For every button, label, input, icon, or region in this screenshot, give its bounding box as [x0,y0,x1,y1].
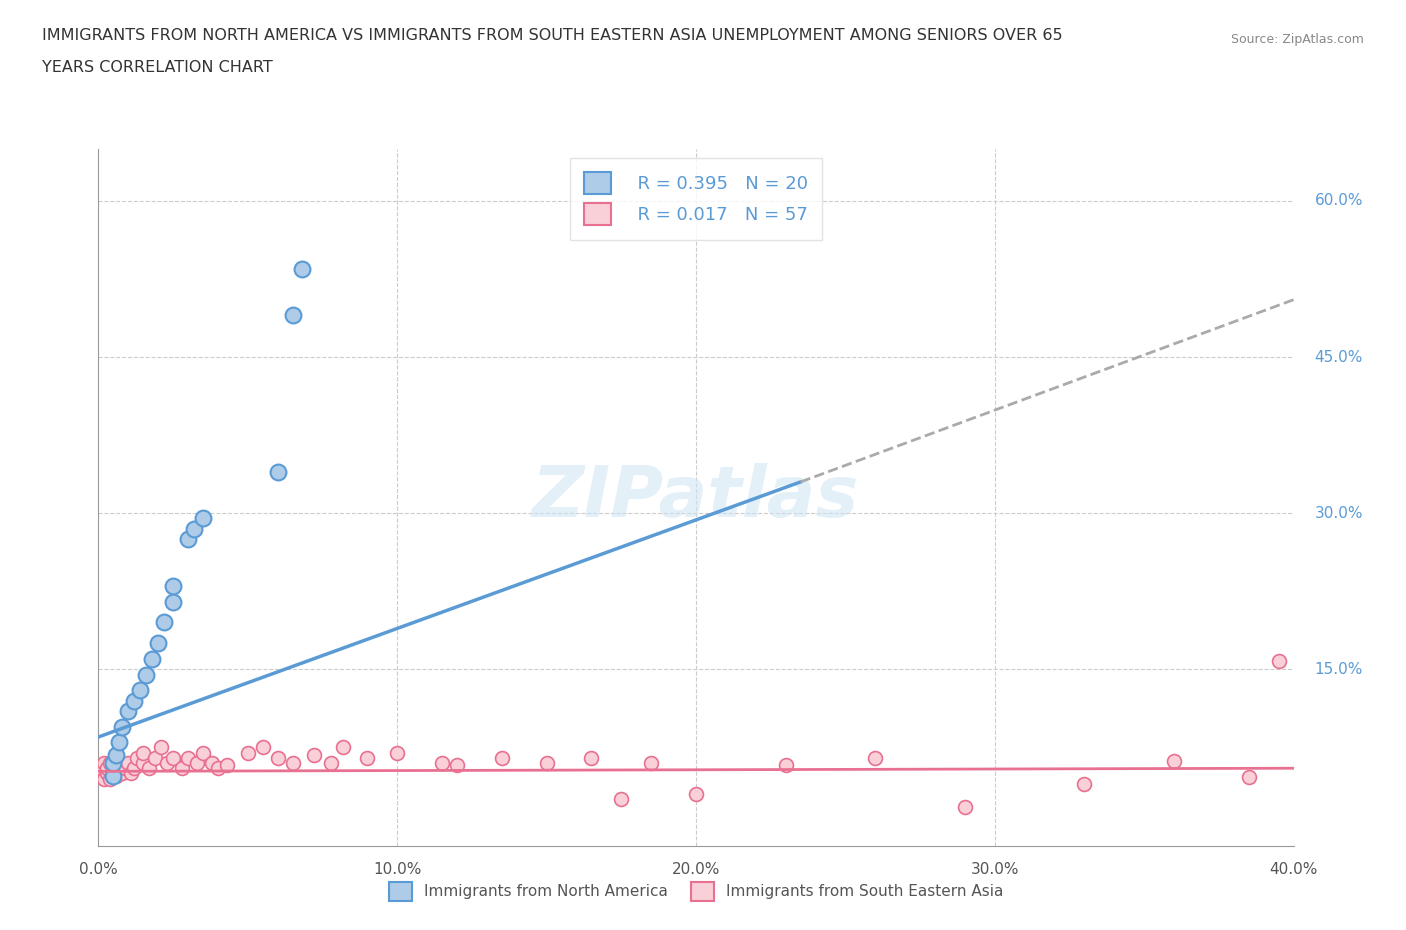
Point [105,768,128,783]
Point [111,719,134,734]
Point [267,464,290,479]
Point [108,761,131,776]
Point [281,755,304,770]
Point [172,761,194,776]
Text: 30.0%: 30.0% [1315,506,1362,521]
Point [135,667,157,682]
Point [120,766,142,781]
Point [581,751,603,765]
Point [215,758,238,773]
Point [281,308,304,323]
Point [186,755,208,770]
Point [385,745,409,760]
Point [117,703,139,718]
Point [207,761,229,776]
Point [640,755,662,770]
Point [127,751,149,765]
Point [252,740,274,755]
Point [321,755,343,770]
Point [138,761,160,776]
Point [201,755,224,770]
Point [150,740,173,755]
Point [132,755,155,770]
Point [162,578,184,593]
Point [865,751,887,765]
Text: 60.0%: 60.0% [1315,193,1362,208]
Text: Source: ZipAtlas.com: Source: ZipAtlas.com [1230,33,1364,46]
Point [148,636,170,651]
Point [1163,753,1185,768]
Point [153,615,176,630]
Point [302,747,325,762]
Point [98,771,122,786]
Point [775,758,797,773]
Point [124,693,146,708]
Text: YEARS CORRELATION CHART: YEARS CORRELATION CHART [42,60,273,75]
Point [117,755,139,770]
Point [96,766,118,781]
Point [685,787,707,802]
Point [177,532,200,547]
Point [356,751,378,765]
Point [141,652,163,667]
Point [98,755,122,770]
Point [162,751,184,765]
Text: 15.0%: 15.0% [1315,662,1362,677]
Point [114,761,136,776]
Text: 45.0%: 45.0% [1315,350,1362,365]
Point [290,261,312,276]
Point [143,751,166,765]
Point [177,751,200,765]
Point [111,766,134,781]
Point [1267,654,1289,669]
Legend: Immigrants from North America, Immigrants from South Eastern Asia: Immigrants from North America, Immigrant… [381,874,1011,909]
Point [103,755,125,770]
Point [332,740,354,755]
Point [1073,777,1095,791]
Text: IMMIGRANTS FROM NORTH AMERICA VS IMMIGRANTS FROM SOUTH EASTERN ASIA UNEMPLOYMENT: IMMIGRANTS FROM NORTH AMERICA VS IMMIGRA… [42,28,1063,43]
Point [103,768,125,783]
Point [103,761,125,776]
Point [610,792,633,807]
Point [93,755,115,770]
Point [1237,769,1260,784]
Point [108,755,131,770]
Point [491,751,513,765]
Point [191,511,214,525]
Point [93,771,115,786]
Point [236,745,259,760]
Point [446,758,468,773]
Point [124,761,146,776]
Point [90,766,112,781]
Text: ZIPatlas: ZIPatlas [533,463,859,532]
Point [536,755,558,770]
Point [129,683,152,698]
Point [108,735,131,750]
Point [103,766,125,781]
Point [183,522,205,537]
Point [191,745,214,760]
Point [430,755,453,770]
Point [953,799,976,814]
Point [267,751,290,765]
Point [90,761,112,776]
Point [96,761,118,776]
Point [132,745,155,760]
Point [105,747,128,762]
Point [162,594,184,609]
Point [156,755,179,770]
